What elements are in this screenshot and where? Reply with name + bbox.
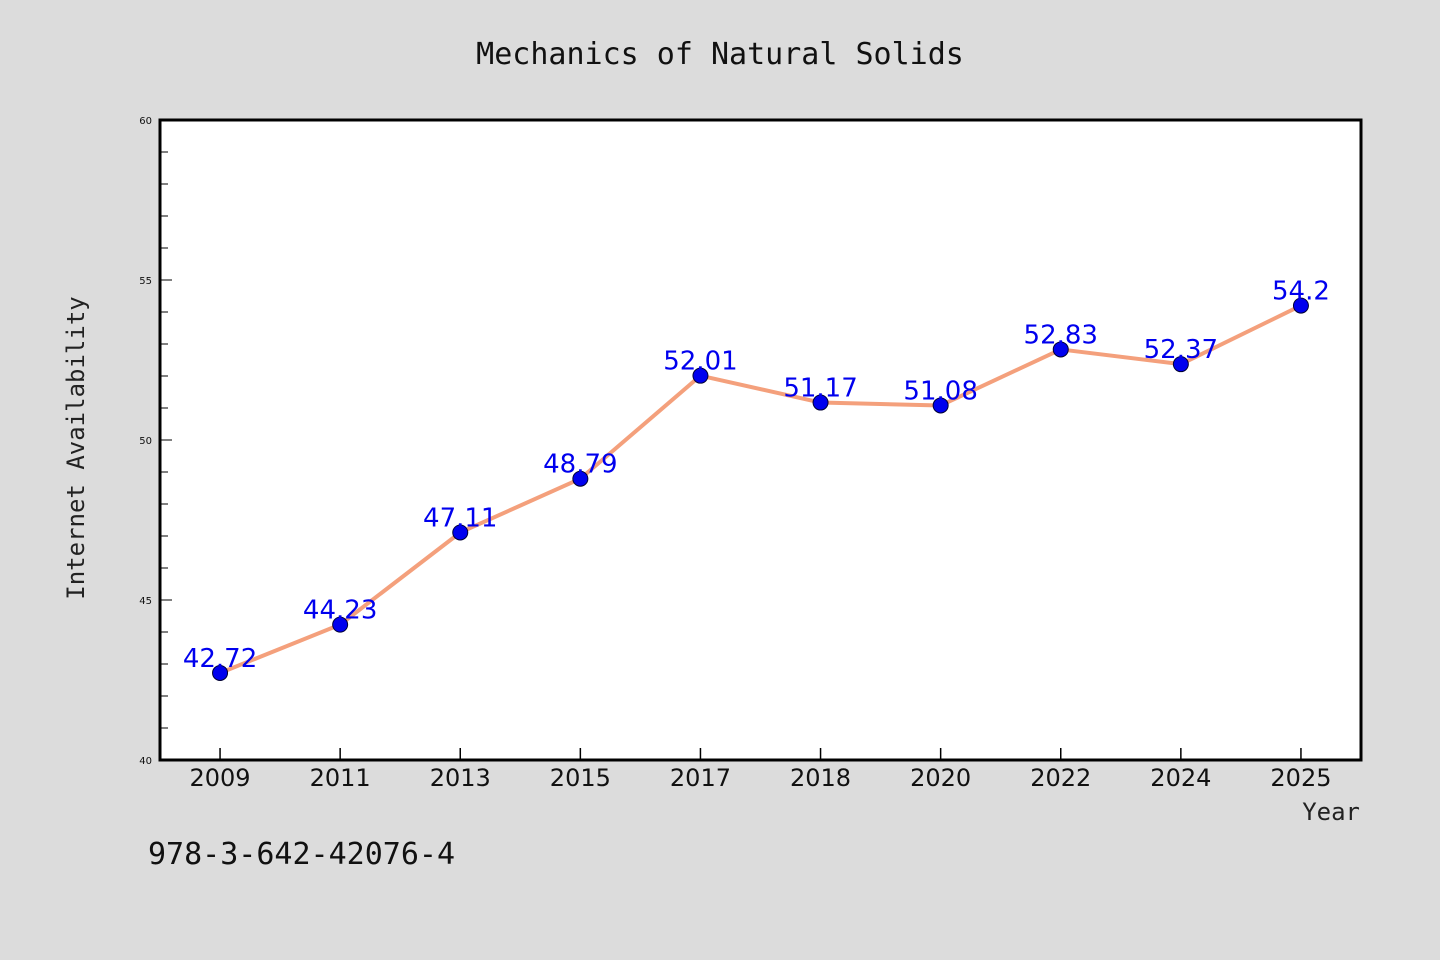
- data-point: [212, 664, 229, 681]
- data-point: [692, 367, 709, 384]
- x-tick-label: 2022: [1030, 764, 1091, 792]
- plot-area: [158, 118, 1363, 762]
- y-axis-label: Internet Availability: [62, 296, 90, 599]
- data-label: 52.37: [1144, 335, 1218, 365]
- data-point: [452, 524, 469, 541]
- series-line: [219, 303, 1302, 675]
- data-point: [1172, 356, 1189, 373]
- data-label: 47.11: [423, 503, 497, 533]
- data-label: 52.01: [663, 347, 737, 377]
- x-axis-label: Year: [1302, 798, 1360, 826]
- data-label: 54.2: [1272, 277, 1330, 307]
- y-tick-label: 50: [139, 436, 152, 447]
- data-point: [572, 470, 589, 487]
- data-point: [812, 394, 829, 411]
- x-tick-label: 2013: [430, 764, 491, 792]
- x-tick-label: 2024: [1150, 764, 1211, 792]
- x-tick-label: 2011: [310, 764, 371, 792]
- data-point: [332, 616, 349, 633]
- x-tick-label: 2025: [1270, 764, 1331, 792]
- data-label: 51.08: [903, 376, 977, 406]
- chart-title: Mechanics of Natural Solids: [476, 37, 964, 72]
- y-tick-label: 60: [139, 116, 152, 127]
- y-tick-label: 45: [139, 596, 152, 607]
- x-tick-label: 2018: [790, 764, 851, 792]
- data-point: [932, 397, 949, 414]
- data-point: [1292, 297, 1309, 314]
- isbn-text: 978-3-642-42076-4: [148, 837, 455, 872]
- data-label: 51.17: [783, 374, 857, 404]
- data-label: 42.72: [183, 644, 257, 674]
- x-tick-label: 2020: [910, 764, 971, 792]
- y-tick-label: 40: [139, 756, 152, 767]
- x-tick-label: 2015: [550, 764, 611, 792]
- y-axis: 40 45 50 55 60: [139, 116, 172, 767]
- data-label: 44.23: [303, 596, 377, 626]
- data-point: [1052, 341, 1069, 358]
- data-label: 48.79: [543, 450, 617, 480]
- y-tick-label: 55: [139, 276, 152, 287]
- data-labels: 42.72 44.23 47.11 48.79 52.01 51.17 51.08 52.83…: [183, 277, 1330, 674]
- data-markers: [212, 297, 1309, 681]
- x-tick-label: 2017: [670, 764, 731, 792]
- data-label: 52.83: [1024, 320, 1098, 350]
- x-axis: 2009 2011 2013 2015 2017 2018 2020 2022 2024 2025: [190, 748, 1331, 792]
- x-tick-label: 2009: [190, 764, 251, 792]
